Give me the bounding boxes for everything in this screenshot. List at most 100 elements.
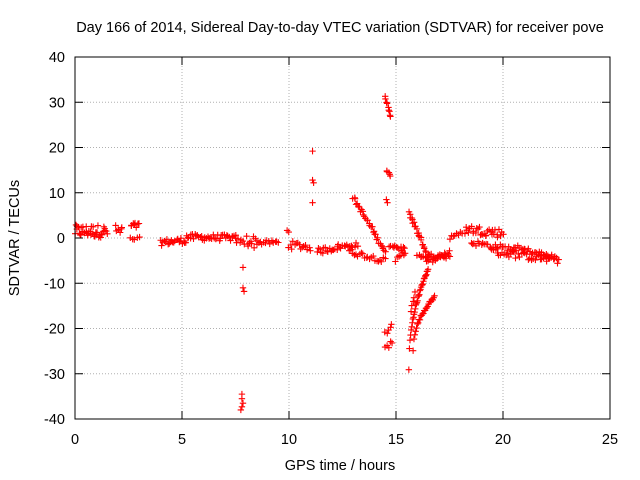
- data-point: [382, 255, 389, 262]
- data-point: [198, 233, 205, 240]
- data-point: [217, 235, 224, 242]
- data-point: [163, 236, 171, 243]
- y-tick-label: 10: [49, 186, 65, 202]
- x-axis-label: GPS time / hours: [285, 458, 395, 474]
- data-point: [410, 335, 418, 343]
- data-point: [248, 240, 255, 247]
- data-point: [412, 328, 419, 335]
- data-point: [410, 219, 418, 226]
- data-point: [385, 106, 392, 114]
- data-point: [347, 246, 355, 253]
- x-tick-label: 15: [388, 432, 404, 448]
- data-point: [104, 230, 111, 238]
- chart-title: Day 166 of 2014, Sidereal Day-to-day VTE…: [76, 20, 604, 36]
- data-point: [370, 228, 378, 235]
- data-point: [544, 252, 551, 259]
- data-point: [412, 301, 420, 309]
- data-point: [532, 256, 539, 264]
- data-point: [410, 314, 417, 321]
- grid-lines: [75, 57, 610, 419]
- data-point: [516, 253, 523, 261]
- data-point: [166, 240, 173, 247]
- data-point: [490, 230, 497, 238]
- data-point: [386, 108, 393, 115]
- data-point: [423, 304, 431, 312]
- data-point: [376, 257, 384, 264]
- data-point: [386, 172, 394, 180]
- data-points: [71, 93, 562, 414]
- data-point: [266, 240, 273, 248]
- data-point: [170, 239, 177, 246]
- x-tick-label: 10: [281, 432, 297, 448]
- data-point: [413, 300, 420, 307]
- data-point: [419, 281, 426, 288]
- data-point: [309, 199, 316, 206]
- data-point: [441, 249, 448, 257]
- data-point: [394, 244, 401, 251]
- data-point: [493, 244, 501, 251]
- y-tick-label: 30: [49, 95, 65, 111]
- data-point: [401, 250, 409, 257]
- data-point: [450, 233, 457, 240]
- data-point: [433, 255, 441, 263]
- x-tick-label: 0: [71, 432, 79, 448]
- data-point: [407, 326, 415, 334]
- data-point: [415, 292, 422, 300]
- data-point: [310, 179, 317, 186]
- y-tick-label: -10: [44, 276, 65, 292]
- data-point: [422, 272, 429, 279]
- data-point: [360, 211, 367, 219]
- data-point: [414, 297, 421, 304]
- data-point: [382, 248, 389, 255]
- data-point: [384, 330, 391, 337]
- data-point: [414, 320, 421, 328]
- data-point: [352, 239, 360, 247]
- data-point: [417, 236, 425, 244]
- data-point: [554, 260, 561, 267]
- data-point: [411, 288, 419, 296]
- data-point: [244, 242, 252, 250]
- data-point: [426, 251, 433, 259]
- data-point: [431, 292, 438, 300]
- data-point: [136, 233, 143, 241]
- data-point: [543, 251, 550, 258]
- data-point: [369, 223, 376, 230]
- data-point: [239, 399, 247, 407]
- x-tick-label: 20: [495, 432, 511, 448]
- data-point: [406, 345, 413, 352]
- data-point: [388, 321, 395, 328]
- data-point: [413, 324, 420, 332]
- data-point: [306, 244, 313, 251]
- data-point: [384, 199, 391, 206]
- data-point: [238, 395, 246, 402]
- data-point: [240, 288, 248, 295]
- data-point: [469, 240, 476, 248]
- data-point: [322, 244, 329, 251]
- data-point: [351, 243, 359, 251]
- data-point: [239, 264, 247, 271]
- data-point: [406, 336, 414, 344]
- data-point: [504, 249, 512, 257]
- data-point: [358, 249, 365, 257]
- data-point: [472, 229, 480, 237]
- data-point: [359, 250, 366, 257]
- data-point: [351, 195, 359, 202]
- data-point: [383, 196, 390, 203]
- data-point: [372, 231, 379, 238]
- data-point: [412, 305, 419, 313]
- data-point: [118, 224, 126, 231]
- y-tick-label: 0: [57, 231, 65, 247]
- data-point: [116, 229, 124, 236]
- data-point: [416, 291, 423, 298]
- data-point: [408, 323, 415, 331]
- data-point: [446, 236, 454, 243]
- data-point: [234, 235, 242, 242]
- data-point: [553, 254, 560, 262]
- data-point: [265, 237, 273, 245]
- data-point: [378, 258, 385, 265]
- data-point: [388, 339, 396, 347]
- data-point: [133, 224, 140, 231]
- data-point: [89, 223, 97, 231]
